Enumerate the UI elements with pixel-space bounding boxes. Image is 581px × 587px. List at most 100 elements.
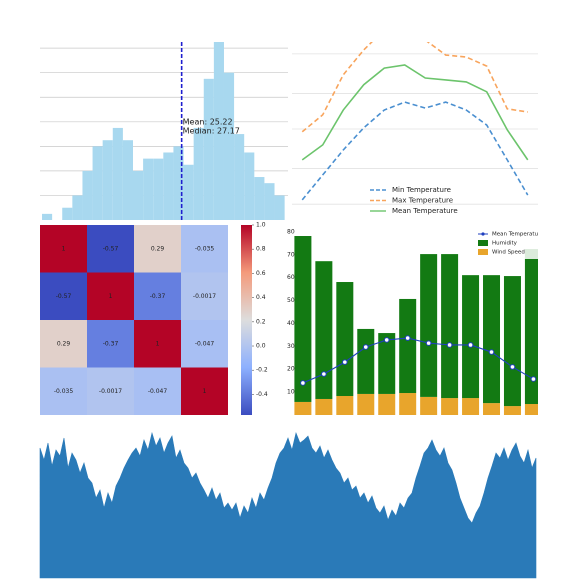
line-marker	[383, 337, 390, 343]
histogram-bar	[254, 177, 265, 220]
legend-label: Wind Speed	[492, 250, 525, 256]
histogram-bar	[102, 140, 113, 220]
line-marker	[446, 342, 453, 348]
cell-label: -0.37	[103, 340, 119, 347]
stacked-bar	[441, 254, 459, 399]
cell-label: 1	[109, 293, 113, 300]
stacked-bar	[524, 404, 538, 415]
y-tick-label: 70	[287, 251, 295, 258]
stacked-bar	[336, 282, 354, 397]
stacked-bar	[315, 261, 333, 399]
histogram-bar	[223, 72, 235, 220]
y-tick-label: 30	[287, 343, 295, 350]
annotation: Mean: 25.22	[183, 118, 233, 127]
series-line	[301, 101, 529, 201]
series-line	[301, 64, 529, 161]
histogram-bar	[153, 158, 164, 220]
colorbar	[241, 225, 252, 415]
heatmap-panel: 1 -0.57 0.29 -0.035 -0.57 1 -0.37 -0.0017 0.29 -0…	[40, 222, 268, 415]
stacked-bar	[462, 275, 480, 399]
y-tick-label: 80	[287, 228, 295, 235]
legend-swatch	[478, 240, 488, 246]
cell-label: 1	[62, 245, 66, 252]
histogram-bar	[213, 42, 224, 220]
combo-panel: Mean Temperature Humidity Wind Speed	[294, 229, 538, 415]
heatmap-cell	[40, 225, 87, 273]
histogram-bar	[112, 127, 123, 220]
histogram-bar	[92, 146, 103, 220]
heatmap-cell	[134, 320, 181, 368]
stacked-bar	[483, 275, 501, 404]
heatmap-cell	[181, 367, 228, 415]
stacked-bar	[294, 401, 312, 415]
line-marker	[342, 359, 348, 365]
stacked-bar	[462, 398, 480, 415]
histogram-bar	[163, 152, 174, 220]
cell-label: -0.0017	[99, 388, 122, 395]
stacked-bar	[441, 398, 459, 415]
stacked-bar	[336, 396, 354, 415]
legend-label: Min Temperature	[392, 186, 451, 194]
colorbar-tick-label: 0.0	[256, 343, 266, 350]
y-tick-label: 10	[287, 389, 295, 396]
histogram-bar	[264, 183, 275, 220]
stacked-bar	[399, 393, 417, 415]
area-fill	[39, 431, 537, 579]
stacked-bar	[315, 398, 333, 415]
stacked-bar	[420, 396, 438, 415]
colorbar-tick-label: 0.6	[256, 270, 266, 277]
heatmap-cell	[87, 272, 134, 320]
line-marker	[425, 340, 432, 346]
legend-marker	[481, 232, 485, 236]
cell-label: -0.57	[56, 293, 72, 300]
cell-label: -0.047	[148, 388, 168, 395]
colorbar-tick-label: 0.8	[256, 246, 266, 253]
heatmap-cell	[181, 225, 228, 273]
line-marker	[362, 344, 369, 350]
heatmap-cell	[40, 272, 87, 320]
histogram-bar	[82, 170, 93, 220]
line-marker	[509, 364, 516, 370]
heatmap-cell	[87, 320, 134, 368]
stacked-bar	[503, 276, 521, 407]
y-tick-label: 40	[287, 320, 295, 327]
line-marker	[488, 349, 495, 355]
line-marker	[530, 376, 537, 382]
line-marker	[321, 371, 327, 377]
histogram-bar	[274, 195, 285, 220]
histogram-bar	[133, 170, 144, 220]
histogram-bar	[42, 213, 53, 220]
temperature-line	[302, 337, 534, 384]
stacked-bar	[524, 249, 538, 405]
y-tick-label: 50	[287, 297, 295, 304]
heatmap-cell	[87, 225, 134, 273]
stacked-bar	[357, 328, 375, 394]
stacked-bar	[503, 406, 521, 415]
cell-label: 0.29	[57, 340, 71, 347]
stacked-bar	[294, 236, 312, 402]
stacked-bar	[399, 298, 417, 394]
stacked-bar	[483, 403, 501, 415]
histogram-bar	[122, 140, 133, 220]
legend-label: Humidity	[492, 241, 518, 247]
area-panel	[39, 431, 537, 579]
histogram-bar	[244, 152, 255, 220]
heatmap-cell	[134, 225, 181, 273]
colorbar-tick-label: 1.0	[256, 222, 266, 229]
colorbar-tick-label: -0.4	[256, 391, 268, 398]
stacked-bar	[378, 393, 396, 415]
cell-label: 1	[156, 340, 160, 347]
cell-label: 1	[203, 388, 207, 395]
histogram-bar	[203, 78, 214, 221]
line-panel	[292, 42, 538, 205]
histogram-bar	[72, 195, 83, 220]
stacked-bar	[357, 393, 375, 415]
y-tick-label: 60	[287, 274, 295, 281]
heatmap-cell	[87, 367, 134, 415]
colorbar-tick-label: 0.2	[256, 318, 266, 325]
line-marker	[300, 380, 306, 386]
heatmap-cell	[134, 367, 181, 415]
histogram-bar	[193, 127, 204, 220]
